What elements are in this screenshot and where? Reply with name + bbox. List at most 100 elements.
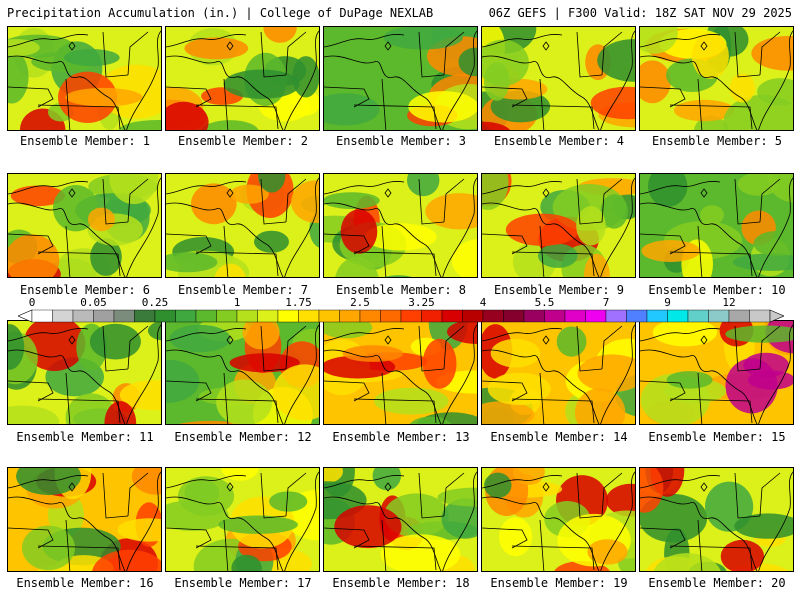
colorbar-bin [646,309,668,323]
colorbar-tick-label: 1 [233,296,241,309]
colorbar-bin [52,309,74,323]
colorbar-tick-label: 0.25 [141,296,169,309]
ensemble-member-label: Ensemble Member: 11 [16,430,154,444]
ensemble-member-label: Ensemble Member: 15 [648,430,786,444]
colorbar-bin [359,309,381,323]
precip-map [640,321,793,424]
colorbar-bin [626,309,648,323]
ensemble-member-map [323,173,478,278]
colorbar-tick-label: 12 [722,296,736,309]
ensemble-member-map [639,26,794,131]
precip-map [482,27,635,130]
ensemble-member-map [165,173,320,278]
ensemble-member-map [7,320,162,425]
precip-map [482,174,635,277]
colorbar-tick-label: 9 [664,296,671,309]
ensemble-member-map [639,173,794,278]
colorbar-bin [298,309,320,323]
ensemble-member-map [323,320,478,425]
precip-map [324,27,477,130]
colorbar-bin [462,309,484,323]
ensemble-member-label: Ensemble Member: 4 [493,134,625,148]
ensemble-member-label: Ensemble Member: 20 [648,576,786,590]
colorbar-bin [175,309,197,323]
precip-map [166,174,319,277]
precip-map [8,468,161,571]
precip-map [482,468,635,571]
precip-map [8,27,161,130]
ensemble-member-label: Ensemble Member: 19 [490,576,628,590]
ensemble-member-label: Ensemble Member: 3 [335,134,467,148]
colorbar-bin [257,309,279,323]
precip-map [324,321,477,424]
colorbar-bin [195,309,217,323]
ensemble-member-label: Ensemble Member: 12 [174,430,312,444]
colorbar-bin [72,309,94,323]
model-run-info: 06Z GEFS | F300 Valid: 18Z SAT NOV 29 20… [488,6,792,20]
ensemble-member-label: Ensemble Member: 5 [651,134,783,148]
precip-map [482,321,635,424]
ensemble-member-map [7,467,162,572]
colorbar-scale [18,309,784,323]
colorbar-bin [318,309,340,323]
ensemble-member-map [7,26,162,131]
colorbar-bin [687,309,709,323]
ensemble-member-map [7,173,162,278]
colorbar-bin [134,309,156,323]
colorbar-bin [31,309,53,323]
ensemble-member-map [165,26,320,131]
precip-map [8,174,161,277]
ensemble-member-label: Ensemble Member: 8 [335,283,467,297]
ensemble-member-label: Ensemble Member: 16 [16,576,154,590]
ensemble-member-map [481,320,636,425]
colorbar-bin [421,309,443,323]
colorbar-bin [380,309,402,323]
ensemble-member-map [323,26,478,131]
precip-map [640,174,793,277]
colorbar-min-arrow [18,309,33,323]
colorbar-bin [441,309,463,323]
ensemble-member-map [639,320,794,425]
colorbar-bin [216,309,238,323]
colorbar-bin [277,309,299,323]
colorbar-bin [585,309,607,323]
ensemble-member-map [481,173,636,278]
colorbar-bin [749,309,771,323]
colorbar-tick-label: 0 [28,296,36,309]
precip-map [166,321,319,424]
colorbar-bin [113,309,135,323]
colorbar-bin [236,309,258,323]
colorbar-bin [400,309,422,323]
precip-map [166,468,319,571]
colorbar-bin [605,309,627,323]
colorbar-tick-label: 7 [602,296,610,309]
map-title: Precipitation Accumulation (in.) | Colle… [7,6,434,20]
ensemble-member-label: Ensemble Member: 2 [177,134,309,148]
ensemble-member-map [323,467,478,572]
ensemble-member-label: Ensemble Member: 14 [490,430,628,444]
colorbar-bin [482,309,504,323]
colorbar-bin [544,309,566,323]
ensemble-member-label: Ensemble Member: 9 [493,283,625,297]
colorbar-max-arrow [769,309,784,323]
ensemble-member-label: Ensemble Member: 10 [648,283,786,297]
precip-map [8,321,161,424]
precip-map [640,27,793,130]
ensemble-member-label: Ensemble Member: 6 [19,283,151,297]
ensemble-member-label: Ensemble Member: 13 [332,430,470,444]
colorbar-bin [503,309,525,323]
precip-map [640,468,793,571]
precip-map [324,174,477,277]
ensemble-member-map [165,320,320,425]
ensemble-member-label: Ensemble Member: 7 [177,283,309,297]
colorbar-bin [667,309,689,323]
ensemble-member-map [481,467,636,572]
precip-map [324,468,477,571]
colorbar-bin [93,309,115,323]
colorbar-bin [728,309,750,323]
ensemble-member-map [165,467,320,572]
colorbar-bin [708,309,730,323]
colorbar-bin [154,309,176,323]
ensemble-member-label: Ensemble Member: 17 [174,576,312,590]
colorbar-tick-label: 1.75 [285,296,312,309]
